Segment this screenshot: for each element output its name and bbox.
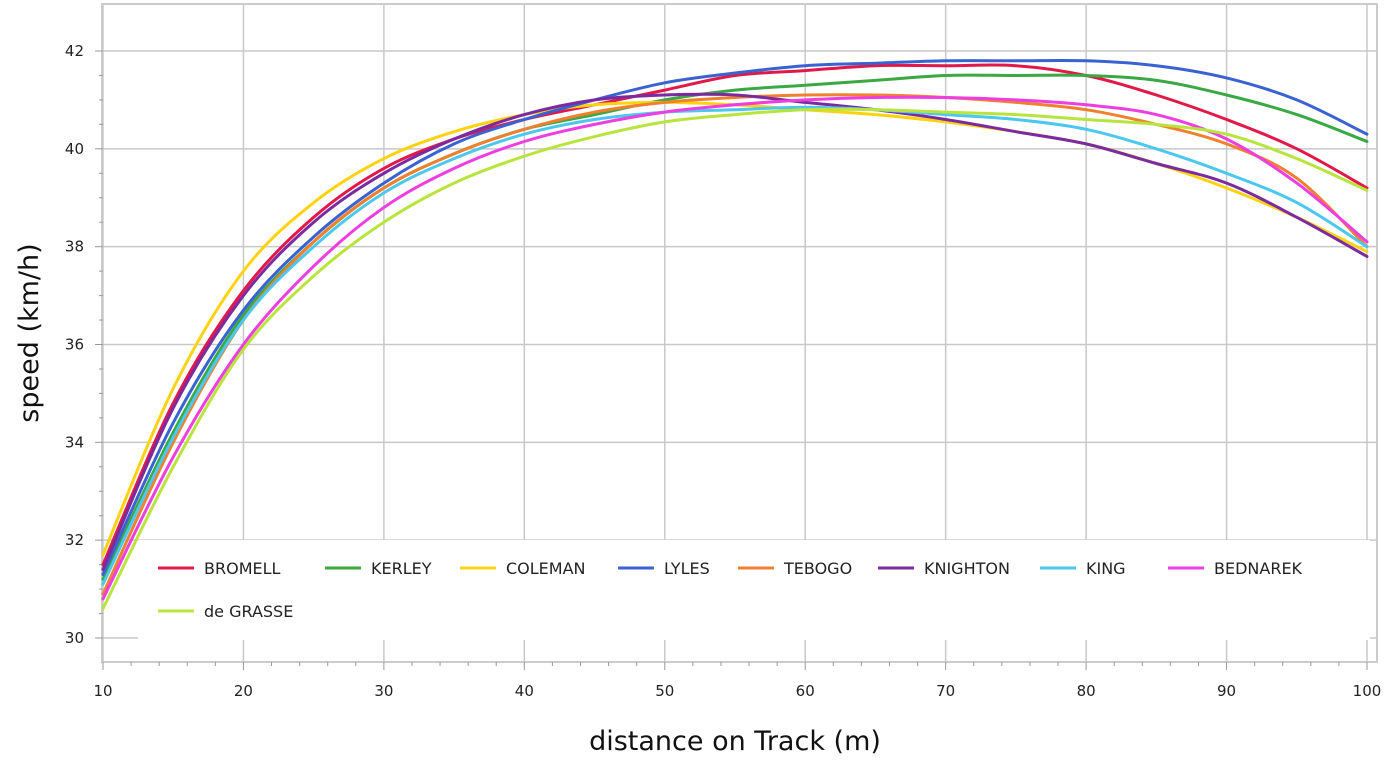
y-tick-label: 36 (65, 336, 84, 354)
x-tick-label: 70 (936, 682, 955, 700)
x-tick-label: 60 (796, 682, 815, 700)
legend-box (138, 540, 1370, 640)
y-tick-label: 38 (65, 238, 84, 256)
legend-item: TEBOGO (738, 559, 852, 578)
series-line-de-grasse (101, 107, 1369, 611)
y-tick-label: 32 (65, 531, 84, 549)
legend-label: LYLES (664, 559, 710, 578)
y-tick-label: 34 (65, 433, 84, 451)
x-tick-label: 10 (93, 682, 112, 700)
series-lines (101, 58, 1369, 611)
legend-item: BEDNAREK (1168, 559, 1303, 578)
y-tick-label: 30 (65, 629, 84, 647)
series-line-lyles (101, 58, 1369, 576)
legend-item: COLEMAN (460, 559, 586, 578)
legend-label: KNIGHTON (924, 559, 1010, 578)
legend-item: BROMELL (158, 559, 281, 578)
x-tick-label: 50 (655, 682, 674, 700)
x-tick-label: 40 (515, 682, 534, 700)
legend-label: COLEMAN (506, 559, 586, 578)
legend-label: BEDNAREK (1214, 559, 1303, 578)
legend-item: KING (1040, 559, 1126, 578)
legend-item: KNIGHTON (878, 559, 1010, 578)
axes: 10 20 30 40 50 60 70 80 90 100 30 32 34 36 38 40 42 (65, 42, 1381, 700)
legend-label: KERLEY (371, 559, 432, 578)
series-line-knighton (101, 92, 1369, 571)
y-tick-label: 42 (65, 42, 84, 60)
x-axis-title: distance on Track (m) (589, 726, 881, 757)
legend-label: TEBOGO (783, 559, 852, 578)
series-line-bednarek (101, 95, 1369, 601)
legend-item: KERLEY (325, 559, 432, 578)
x-tick-label: 90 (1217, 682, 1236, 700)
legend-item: de GRASSE (158, 602, 293, 621)
y-axis-title: speed (km/h) (14, 243, 45, 422)
series-line-bromell (101, 63, 1369, 567)
x-tick-label: 80 (1077, 682, 1096, 700)
x-tick-label: 100 (1353, 682, 1382, 700)
legend: BROMELL KERLEY COLEMAN LYLES TEBOGO KNIGHTON K… (138, 540, 1370, 640)
legend-item: LYLES (618, 559, 710, 578)
y-tick-label: 40 (65, 140, 84, 158)
legend-label: de GRASSE (204, 602, 293, 621)
chart-frame (101, 3, 1378, 663)
series-line-king (101, 105, 1369, 586)
x-tick-label: 30 (374, 682, 393, 700)
x-tick-label: 20 (234, 682, 253, 700)
legend-label: KING (1086, 559, 1126, 578)
legend-label: BROMELL (204, 559, 281, 578)
